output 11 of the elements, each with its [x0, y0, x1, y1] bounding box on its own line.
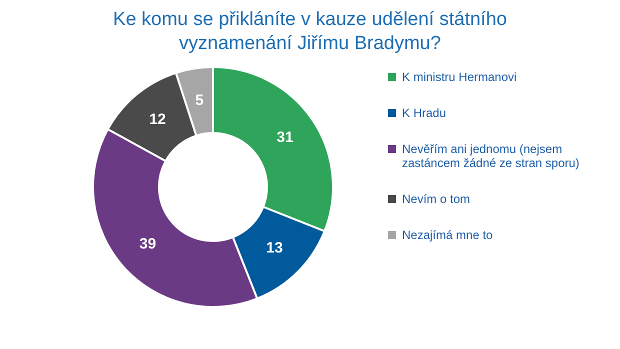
chart-title: Ke komu se přikláníte v kauze udělení státního vyznamenání Jiřímu Bradymu?	[112, 8, 508, 56]
data-label: 13	[266, 240, 283, 257]
legend-label: K Hradu	[402, 106, 446, 120]
legend-label: K ministru Hermanovi	[402, 70, 517, 84]
data-label: 12	[149, 111, 166, 128]
data-label: 39	[139, 236, 156, 253]
legend-label: Nevěřím ani jednomu (nejsem zastáncem žádné ze stran sporu)	[402, 142, 580, 170]
data-label: 5	[195, 92, 204, 110]
legend-label: Nevím o tom	[402, 192, 470, 206]
data-label: 31	[276, 129, 294, 146]
legend-label: Nezajímá mne to	[402, 228, 493, 242]
